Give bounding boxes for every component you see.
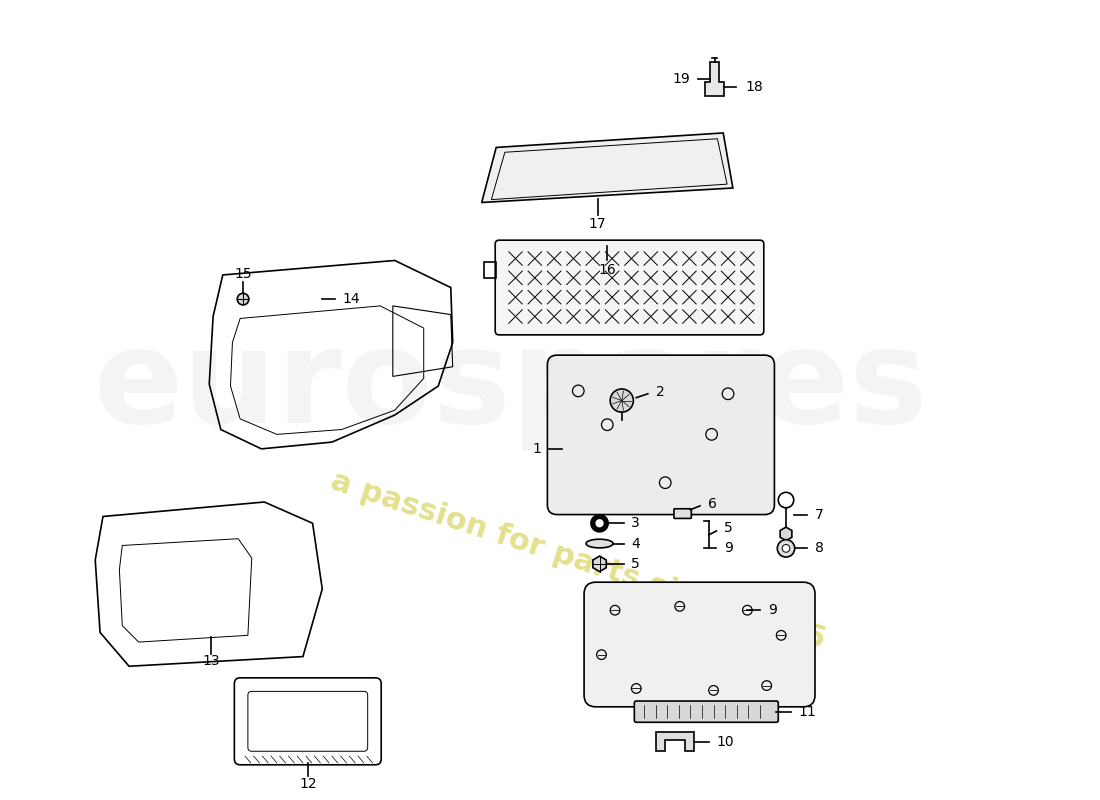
Circle shape bbox=[238, 294, 249, 305]
FancyBboxPatch shape bbox=[495, 240, 763, 335]
Text: 2: 2 bbox=[656, 385, 664, 399]
Polygon shape bbox=[482, 133, 733, 202]
Text: 5: 5 bbox=[724, 521, 733, 535]
Polygon shape bbox=[705, 62, 724, 96]
Polygon shape bbox=[656, 732, 694, 751]
Ellipse shape bbox=[586, 539, 613, 548]
Circle shape bbox=[610, 389, 634, 412]
Polygon shape bbox=[593, 556, 606, 571]
FancyBboxPatch shape bbox=[635, 701, 779, 722]
FancyBboxPatch shape bbox=[548, 355, 774, 514]
Circle shape bbox=[778, 540, 794, 557]
Text: 14: 14 bbox=[342, 292, 360, 306]
Text: 15: 15 bbox=[234, 267, 252, 281]
Text: 11: 11 bbox=[799, 705, 816, 718]
FancyBboxPatch shape bbox=[584, 582, 815, 707]
Text: 16: 16 bbox=[598, 263, 616, 277]
Text: 12: 12 bbox=[299, 777, 317, 791]
Text: 8: 8 bbox=[815, 542, 824, 555]
Text: 4: 4 bbox=[631, 537, 640, 550]
Text: 9: 9 bbox=[724, 542, 733, 555]
Text: 1: 1 bbox=[532, 442, 541, 456]
Text: 17: 17 bbox=[588, 217, 606, 230]
Text: 13: 13 bbox=[202, 654, 220, 669]
Polygon shape bbox=[780, 527, 792, 541]
FancyBboxPatch shape bbox=[674, 509, 691, 518]
Text: 19: 19 bbox=[672, 72, 691, 86]
Text: 18: 18 bbox=[746, 79, 763, 94]
Text: a passion for parts since 1985: a passion for parts since 1985 bbox=[327, 466, 829, 654]
Text: 3: 3 bbox=[631, 516, 640, 530]
Text: eurospares: eurospares bbox=[94, 322, 928, 450]
Text: 6: 6 bbox=[707, 497, 716, 511]
Circle shape bbox=[782, 545, 790, 552]
Text: 10: 10 bbox=[716, 734, 734, 749]
Text: 7: 7 bbox=[815, 507, 824, 522]
Text: 9: 9 bbox=[768, 603, 777, 618]
Text: 5: 5 bbox=[631, 557, 640, 571]
